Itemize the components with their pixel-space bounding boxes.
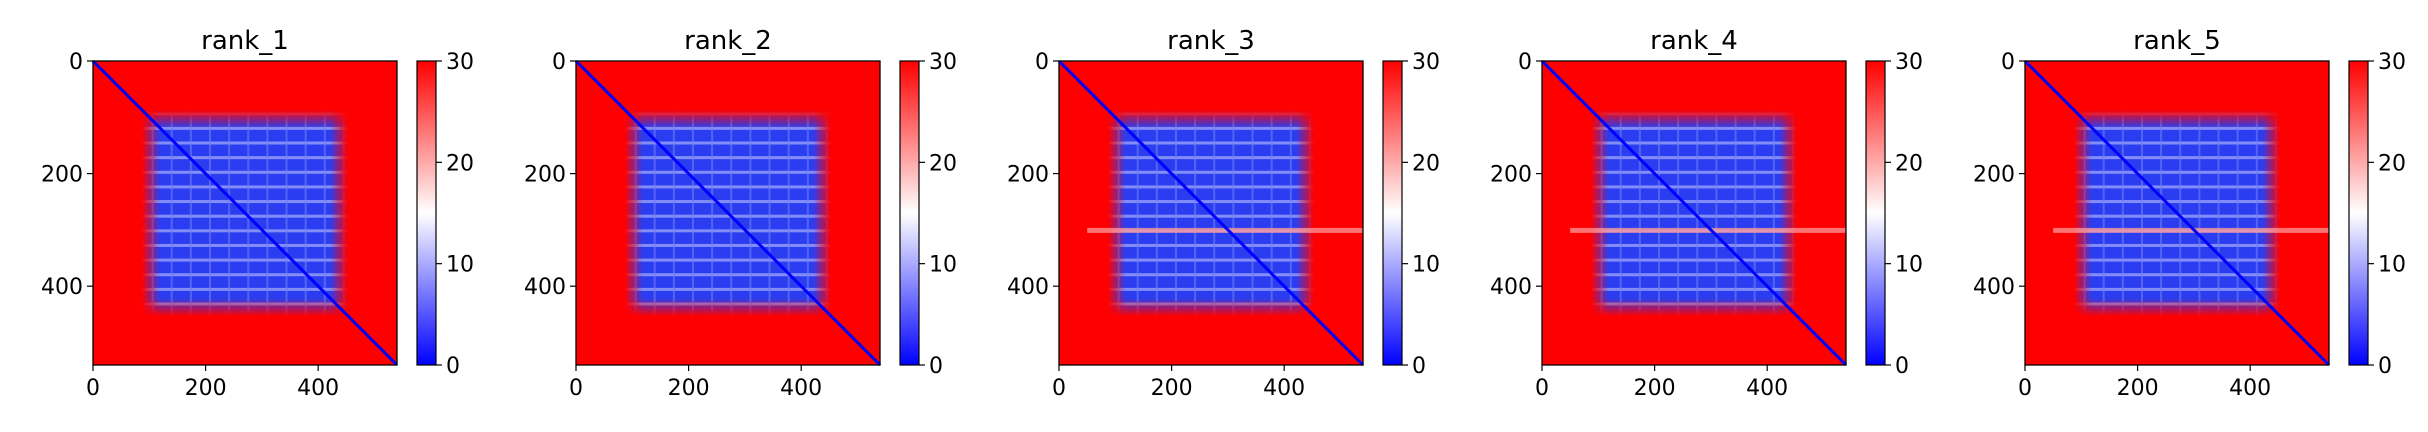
axes-frame [1058, 60, 1364, 366]
colorbar-tick-label: 0 [929, 354, 943, 379]
colorbar-tick-label: 20 [1895, 151, 1923, 176]
colorbar-tick-label: 30 [2378, 50, 2406, 75]
axes-frame [575, 60, 881, 366]
y-tick-label: 0 [552, 50, 566, 75]
heatmap-panel-4: rank_4 0 200 400 0 200 400 0 10 20 30 [1490, 26, 1923, 401]
y-tick-label: 400 [1973, 275, 2015, 300]
heatmap-diagonal [574, 59, 882, 367]
x-tick-label: 400 [1746, 376, 1788, 401]
colorbar [416, 60, 437, 366]
heatmap-image [1540, 59, 1848, 367]
colorbar-tick-label: 30 [929, 50, 957, 75]
heatmap-image [1057, 59, 1365, 367]
heatmap-diagonal [91, 59, 399, 367]
colorbar [1865, 60, 1886, 366]
x-tick-label: 400 [2229, 376, 2271, 401]
colorbar [1382, 60, 1403, 366]
colorbar-tick-label: 30 [1412, 50, 1440, 75]
panel-title: rank_4 [1650, 26, 1738, 56]
heatmap-band-0 [1570, 227, 1846, 233]
heatmap-panel-3: rank_3 0 200 400 0 200 400 0 10 20 30 [1007, 26, 1440, 401]
colorbar-tick-label: 10 [2378, 253, 2406, 278]
colorbar-tick-label: 30 [446, 50, 474, 75]
y-tick-label: 200 [524, 163, 566, 188]
y-tick-label: 400 [1007, 275, 1049, 300]
y-tick-label: 400 [1490, 275, 1532, 300]
colorbar-tick-label: 20 [2378, 151, 2406, 176]
panel-title: rank_3 [1167, 26, 1255, 56]
heatmap-image [2023, 59, 2331, 367]
colorbar-tick-label: 0 [2378, 354, 2392, 379]
heatmap-diagonal [1057, 59, 1365, 367]
y-tick-label: 0 [1035, 50, 1049, 75]
colorbar-tick-label: 10 [929, 253, 957, 278]
panel-title: rank_5 [2133, 26, 2221, 56]
axes-frame [2024, 60, 2330, 366]
colorbar-tick-label: 0 [1895, 354, 1909, 379]
y-tick-label: 0 [1518, 50, 1532, 75]
x-tick-label: 200 [1634, 376, 1676, 401]
colorbar-tick-label: 20 [929, 151, 957, 176]
heatmap-diagonal [2023, 59, 2331, 367]
heatmap-diagonal [1540, 59, 1848, 367]
heatmap-band-0 [1087, 227, 1363, 233]
colorbar-tick-label: 10 [1412, 253, 1440, 278]
heatmap-image [574, 59, 882, 367]
y-tick-label: 0 [69, 50, 83, 75]
colorbar-tick-label: 20 [446, 151, 474, 176]
x-tick-label: 400 [297, 376, 339, 401]
y-tick-label: 400 [524, 275, 566, 300]
colorbar-tick-label: 0 [1412, 354, 1426, 379]
x-tick-label: 200 [2117, 376, 2159, 401]
y-tick-label: 200 [41, 163, 83, 188]
x-tick-label: 200 [668, 376, 710, 401]
panel-title: rank_2 [684, 26, 772, 56]
heatmap-panel-1: rank_1 0 200 400 0 200 400 0 10 20 30 [41, 26, 474, 401]
x-tick-label: 0 [1052, 376, 1066, 401]
x-tick-label: 200 [1151, 376, 1193, 401]
x-tick-label: 200 [185, 376, 227, 401]
colorbar-tick-label: 20 [1412, 151, 1440, 176]
x-tick-label: 0 [2018, 376, 2032, 401]
colorbar [899, 60, 920, 366]
colorbar-tick-label: 30 [1895, 50, 1923, 75]
y-tick-label: 400 [41, 275, 83, 300]
panel-title: rank_1 [201, 26, 289, 56]
y-tick-label: 0 [2001, 50, 2015, 75]
x-tick-label: 0 [1535, 376, 1549, 401]
x-tick-label: 0 [86, 376, 100, 401]
x-tick-label: 400 [780, 376, 822, 401]
heatmap-band-0 [2053, 227, 2329, 233]
colorbar [2348, 60, 2369, 366]
heatmap-image [91, 59, 399, 367]
heatmap-panel-2: rank_2 0 200 400 0 200 400 0 10 20 30 [524, 26, 957, 401]
y-tick-label: 200 [1973, 163, 2015, 188]
y-tick-label: 200 [1490, 163, 1532, 188]
heatmap-panel-5: rank_5 0 200 400 0 200 400 0 10 20 30 [1973, 26, 2406, 401]
y-tick-label: 200 [1007, 163, 1049, 188]
x-tick-label: 0 [569, 376, 583, 401]
axes-frame [1541, 60, 1847, 366]
colorbar-tick-label: 10 [1895, 253, 1923, 278]
colorbar-tick-label: 0 [446, 354, 460, 379]
axes-frame [92, 60, 398, 366]
colorbar-tick-label: 10 [446, 253, 474, 278]
x-tick-label: 400 [1263, 376, 1305, 401]
